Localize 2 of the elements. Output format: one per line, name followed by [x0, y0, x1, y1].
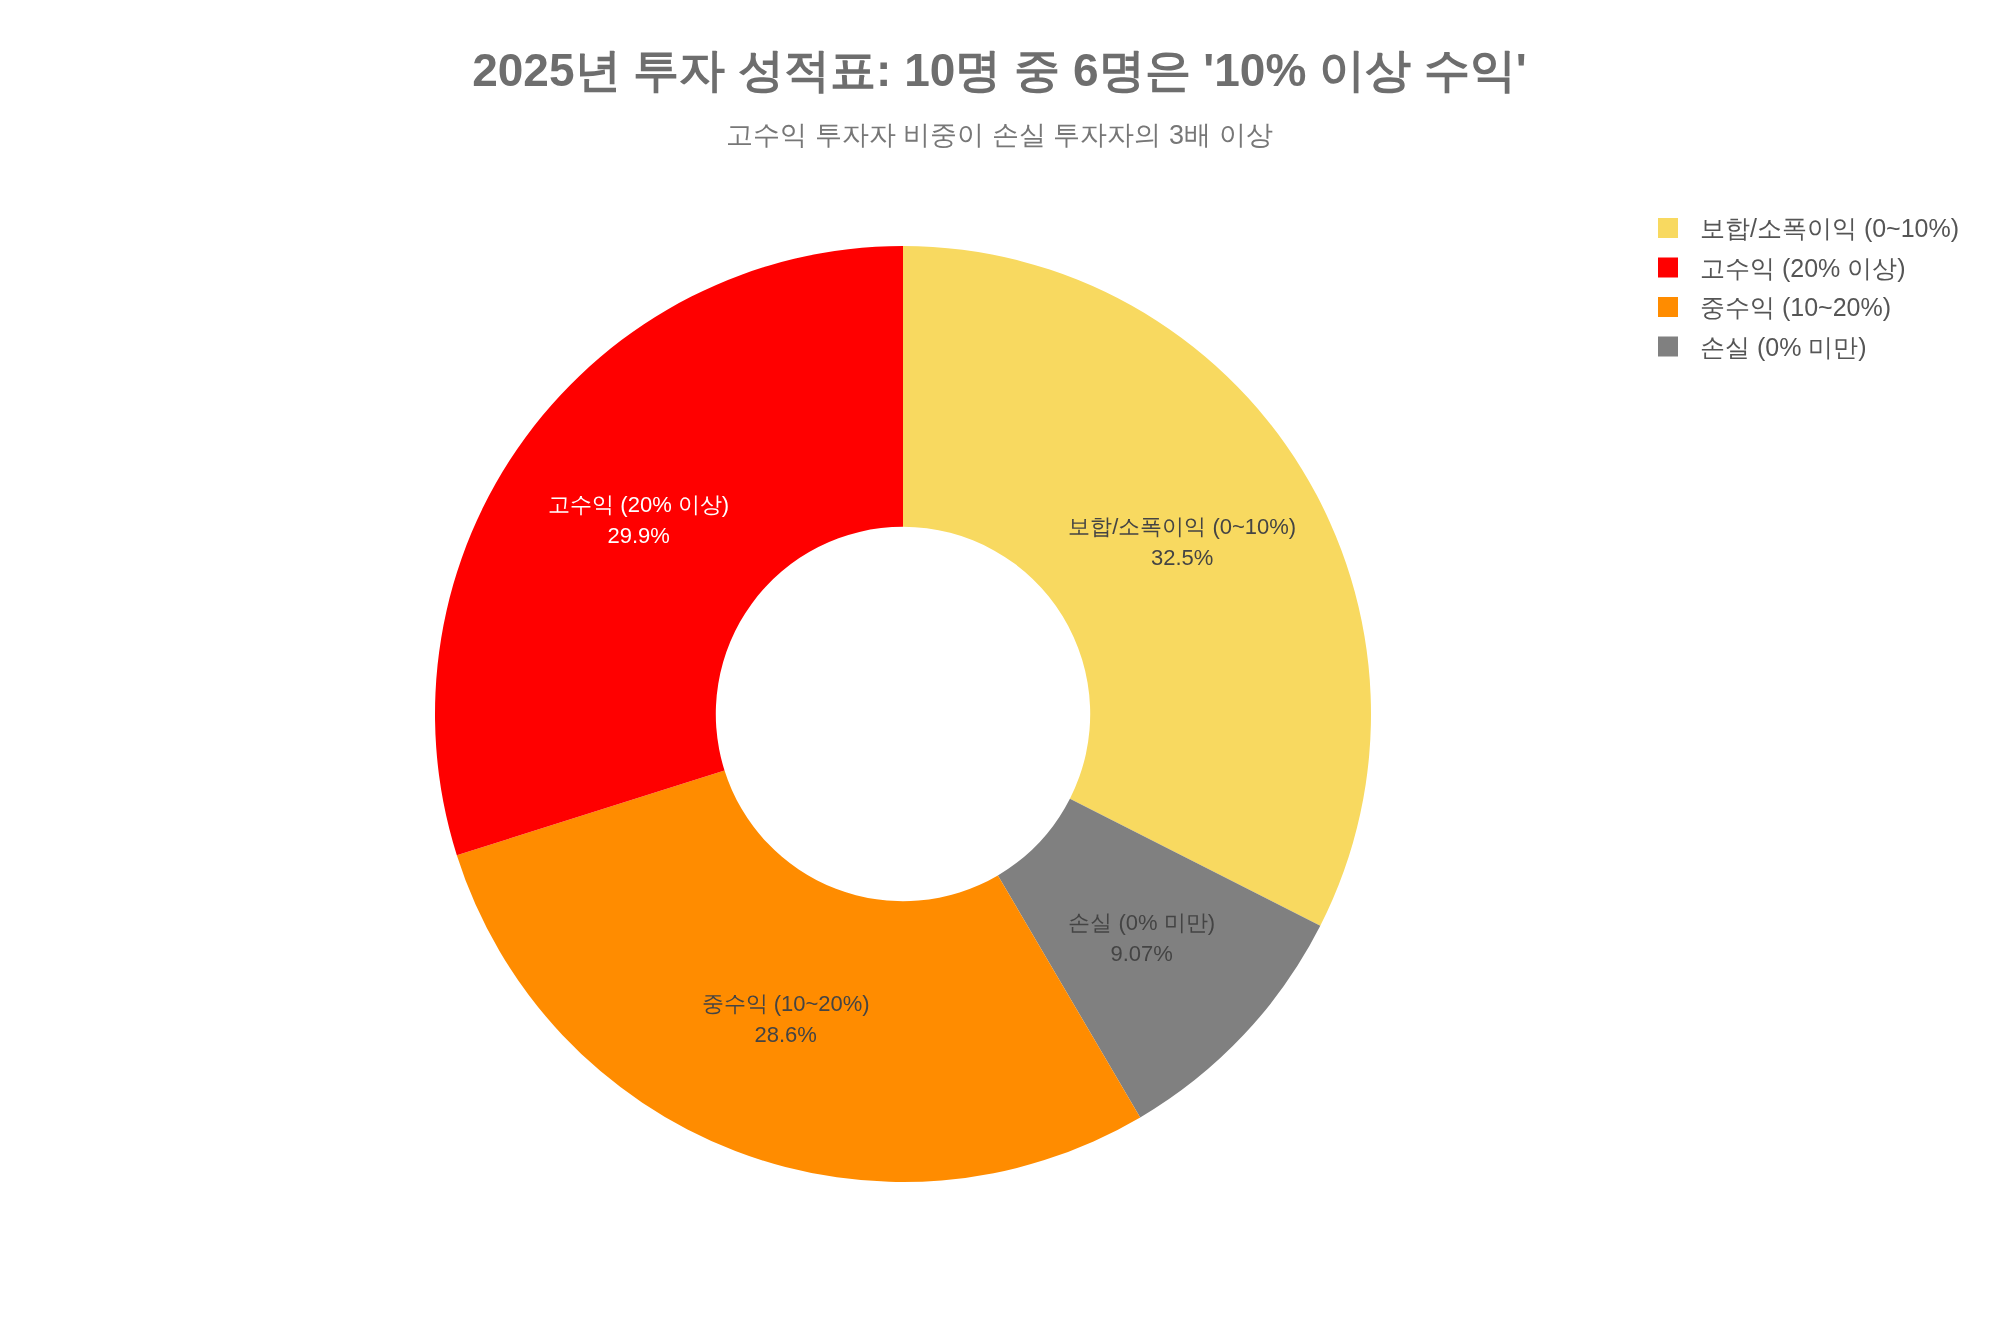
title: 2025년 투자 성적표: 10명 중 6명은 '10% 이상 수익' [472, 44, 1527, 96]
subtitle: 고수익 투자자 비중이 손실 투자자의 3배 이상 [726, 120, 1273, 150]
